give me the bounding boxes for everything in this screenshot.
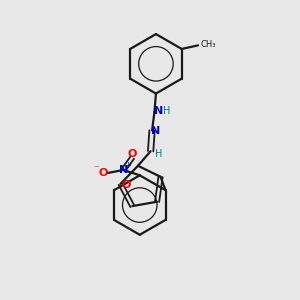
Text: H: H [163, 106, 171, 116]
Text: O: O [121, 180, 130, 190]
Text: H: H [155, 148, 163, 159]
Text: +: + [124, 161, 131, 170]
Text: ⁻: ⁻ [94, 164, 100, 174]
Text: N: N [119, 165, 128, 175]
Text: O: O [98, 168, 108, 178]
Text: CH₃: CH₃ [200, 40, 216, 49]
Text: O: O [128, 149, 137, 159]
Text: N: N [151, 126, 160, 136]
Text: N: N [154, 106, 163, 116]
